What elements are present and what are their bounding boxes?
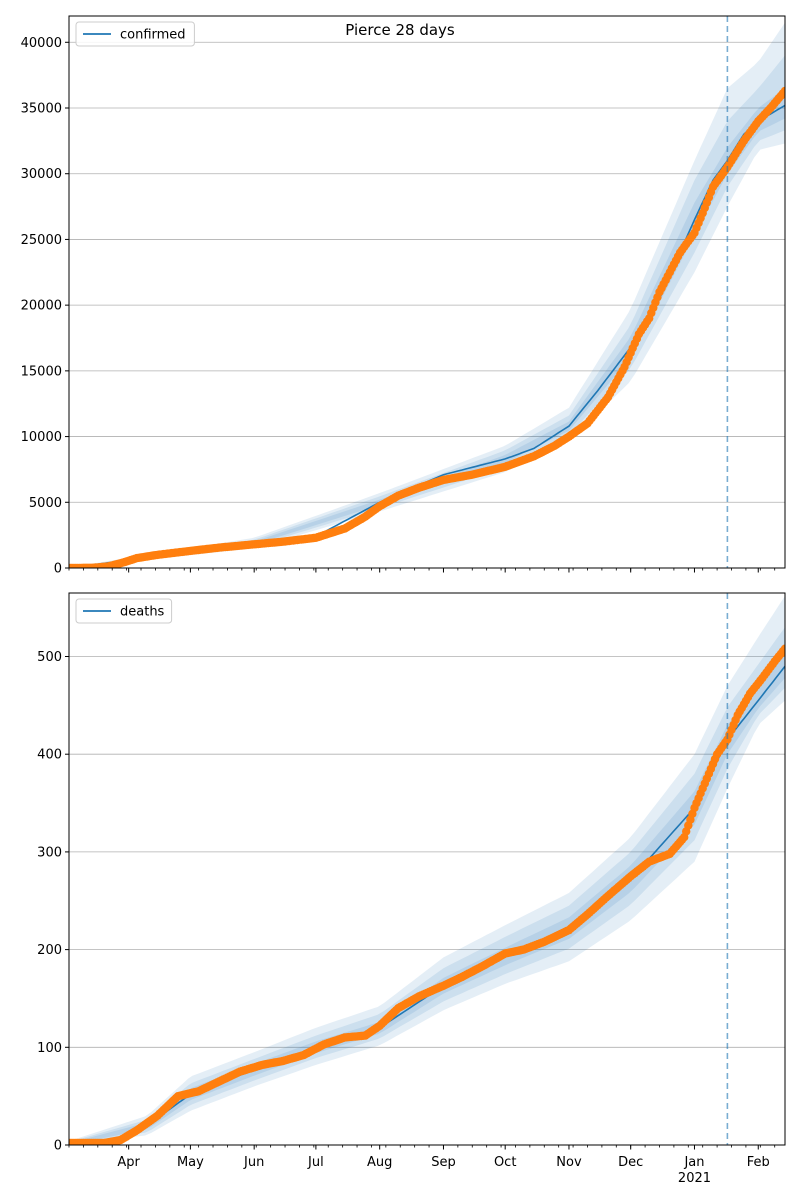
- y-tick-label: 25000: [21, 233, 62, 248]
- legend-label: deaths: [120, 605, 165, 620]
- y-tick-label: 35000: [21, 102, 62, 117]
- legend: deaths: [75, 598, 173, 624]
- legend-label: confirmed: [120, 28, 186, 43]
- panel-deaths: 0 100 200 300 400 500 Apr May Jun Jul Aug Sep Oct Nov…: [37, 592, 786, 1186]
- x-tick-label: Oct: [494, 1155, 516, 1170]
- x-tick-label: Jun: [243, 1155, 264, 1170]
- x-tick-label: Feb: [747, 1155, 770, 1170]
- uncertainty-band: [69, 55, 785, 568]
- x-tick-label: Dec: [618, 1155, 643, 1170]
- observed-points: [69, 86, 785, 568]
- y-tick-label: 5000: [29, 496, 62, 511]
- x-year-label: 2021: [678, 1171, 711, 1186]
- forecast-line: [69, 665, 785, 1145]
- observed-points: [69, 644, 785, 1145]
- uncertainty-bands: [69, 595, 785, 1145]
- y-tick-label: 200: [37, 943, 62, 958]
- legend-box: [75, 21, 195, 47]
- x-tick-label: Jul: [307, 1155, 324, 1170]
- uncertainty-band: [69, 651, 785, 1145]
- forecast-line: [69, 104, 785, 568]
- x-tick-label: Sep: [431, 1155, 456, 1170]
- observed-point: [780, 644, 785, 653]
- uncertainty-band: [69, 595, 785, 1145]
- axes-frame: [68, 592, 786, 1146]
- y-tick-label: 300: [37, 845, 62, 860]
- x-tick-label: Apr: [117, 1155, 140, 1170]
- x-tick-label: May: [177, 1155, 204, 1170]
- axes-frame: [68, 15, 786, 569]
- y-tick-label: 0: [54, 562, 62, 577]
- chart-title: Pierce 28 days: [345, 21, 455, 39]
- x-tick-label: Nov: [556, 1155, 582, 1170]
- uncertainty-band: [69, 627, 785, 1145]
- legend: confirmed: [75, 21, 195, 47]
- legend-box: [75, 598, 173, 624]
- y-tick-label: 500: [37, 650, 62, 665]
- y-tick-label: 20000: [21, 299, 62, 314]
- uncertainty-band: [69, 22, 785, 568]
- y-tick-label: 30000: [21, 167, 62, 182]
- y-tick-label: 100: [37, 1041, 62, 1056]
- y-tick-label: 400: [37, 748, 62, 763]
- y-tick-label: 40000: [21, 36, 62, 51]
- x-tick-label: Aug: [367, 1155, 392, 1170]
- panel-confirmed: 0 5000 10000 15000 20000 25000 30000 35000 40000…: [21, 15, 786, 577]
- observed-point: [780, 86, 785, 96]
- x-tick-label: Jan: [683, 1155, 704, 1170]
- y-tick-label: 15000: [21, 364, 62, 379]
- y-tick-label: 0: [54, 1139, 62, 1154]
- y-tick-label: 10000: [21, 430, 62, 445]
